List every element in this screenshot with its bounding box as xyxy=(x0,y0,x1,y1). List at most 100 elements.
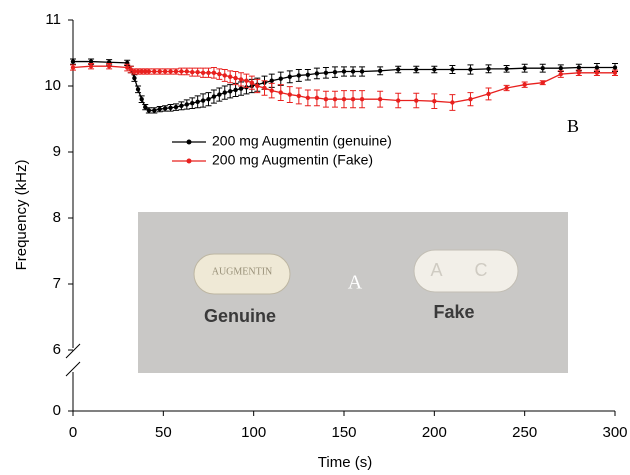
data-point xyxy=(278,90,283,95)
data-point xyxy=(269,78,274,83)
data-point xyxy=(146,108,152,113)
data-point xyxy=(377,68,383,74)
data-point xyxy=(132,75,137,81)
data-point xyxy=(450,67,455,72)
data-point xyxy=(468,97,473,102)
data-point xyxy=(296,93,302,99)
pill-fake xyxy=(413,249,519,293)
data-point xyxy=(88,59,94,64)
data-point xyxy=(612,70,618,76)
data-point xyxy=(396,67,401,72)
data-point xyxy=(139,69,144,74)
data-point xyxy=(323,97,329,102)
data-point xyxy=(211,94,217,99)
data-point xyxy=(377,97,383,102)
data-point xyxy=(139,97,144,102)
x-tick-label: 250 xyxy=(512,424,537,441)
data-point xyxy=(359,97,365,102)
y-tick-label: 10 xyxy=(44,77,61,94)
data-point xyxy=(255,83,260,89)
data-point xyxy=(152,69,157,74)
data-point xyxy=(222,90,227,95)
data-point xyxy=(157,69,162,74)
data-point xyxy=(217,92,222,97)
data-point xyxy=(341,97,347,102)
data-point xyxy=(414,67,419,72)
data-point xyxy=(558,65,563,71)
data-point xyxy=(70,65,76,70)
x-tick-label: 150 xyxy=(331,424,356,441)
data-point xyxy=(594,65,600,70)
legend-marker xyxy=(186,139,192,145)
data-point xyxy=(190,69,195,75)
pill-imprint: A C xyxy=(430,260,501,280)
data-point xyxy=(200,70,206,76)
photo-caption: Fake xyxy=(433,302,474,322)
data-point xyxy=(190,100,195,106)
data-point xyxy=(350,69,356,74)
data-point xyxy=(576,65,582,70)
legend-label: 200 mg Augmentin (genuine) xyxy=(212,133,392,149)
data-point xyxy=(222,73,227,78)
data-point xyxy=(522,65,527,71)
x-tick-label: 50 xyxy=(155,424,172,441)
data-point xyxy=(200,98,206,103)
data-point xyxy=(314,95,320,101)
x-tick-label: 200 xyxy=(422,424,447,441)
data-point xyxy=(168,105,173,110)
data-point xyxy=(249,80,255,85)
data-point xyxy=(576,70,582,76)
axis-break xyxy=(65,361,81,377)
legend-label: 200 mg Augmentin (Fake) xyxy=(212,152,373,168)
data-point xyxy=(162,106,168,111)
data-point xyxy=(305,95,311,101)
data-point xyxy=(262,85,267,91)
y-axis-label: Frequency (kHz) xyxy=(13,160,30,271)
data-point xyxy=(179,69,184,74)
data-point xyxy=(227,89,233,94)
panel-label: B xyxy=(567,116,579,136)
data-point xyxy=(143,104,148,110)
data-point xyxy=(305,72,311,77)
y-tick-label: 0 xyxy=(53,402,61,419)
data-point xyxy=(206,97,211,102)
data-point xyxy=(269,88,274,93)
data-point xyxy=(612,65,618,70)
data-point xyxy=(195,99,200,105)
data-point xyxy=(132,69,137,74)
data-point xyxy=(540,65,545,71)
data-point xyxy=(238,86,244,91)
data-point xyxy=(414,98,419,103)
y-tick-label: 6 xyxy=(53,341,61,358)
data-point xyxy=(287,74,292,79)
data-point xyxy=(332,69,338,75)
data-point xyxy=(173,104,179,110)
y-tick-label: 11 xyxy=(45,11,61,28)
data-point xyxy=(504,66,509,72)
data-point xyxy=(323,70,329,76)
y-tick-label: 8 xyxy=(53,209,61,226)
data-point xyxy=(217,71,222,77)
x-axis-label: Time (s) xyxy=(318,454,372,471)
data-point xyxy=(504,85,509,91)
data-point xyxy=(179,103,184,109)
photo-inset: AUGMENTIN A C Genuine Fake A xyxy=(138,212,568,373)
data-point xyxy=(146,69,152,74)
panel-label: A xyxy=(348,272,363,294)
data-point xyxy=(173,69,179,74)
y-tick-label: 7 xyxy=(53,275,61,292)
data-point xyxy=(594,70,600,76)
legend-marker xyxy=(186,158,192,164)
data-point xyxy=(287,92,292,97)
x-tick-label: 100 xyxy=(241,424,266,441)
data-point xyxy=(468,67,473,72)
data-point xyxy=(233,87,238,93)
x-tick-label: 0 xyxy=(69,424,77,441)
data-point xyxy=(558,71,563,77)
data-point xyxy=(88,63,94,69)
data-point xyxy=(296,73,302,78)
data-point xyxy=(106,63,112,69)
data-point xyxy=(162,69,168,74)
data-point xyxy=(486,66,491,72)
